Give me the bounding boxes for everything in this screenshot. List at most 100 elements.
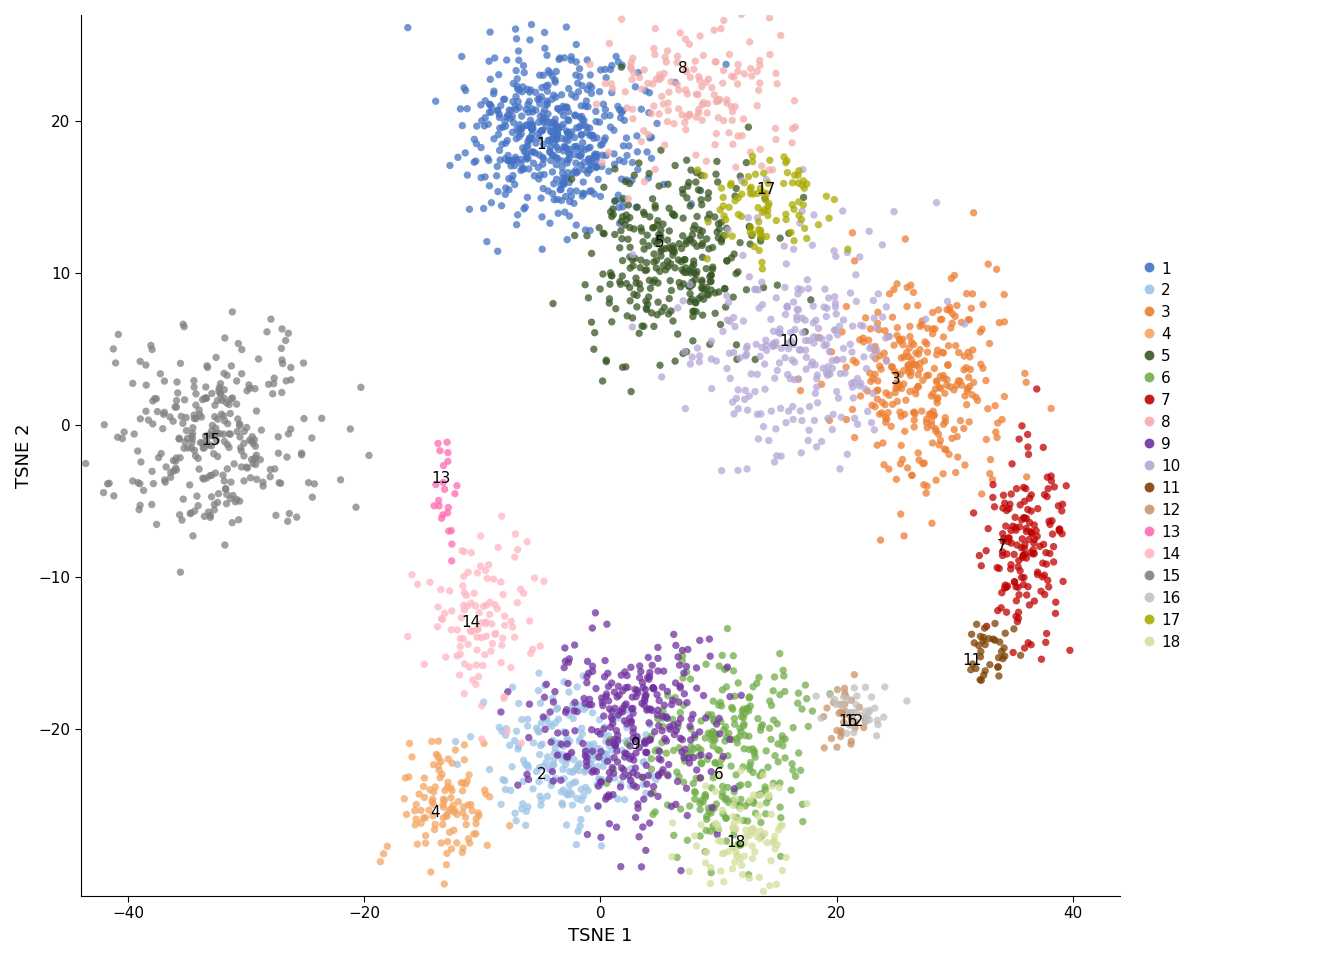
Point <box>843 711 864 727</box>
Point <box>680 69 702 84</box>
Point <box>988 650 1009 665</box>
Point <box>836 299 857 314</box>
Point <box>625 689 646 705</box>
Point <box>827 352 848 368</box>
Point <box>665 797 687 812</box>
Point <box>454 737 476 753</box>
Point <box>648 751 669 766</box>
Point <box>516 102 538 117</box>
Point <box>804 329 825 345</box>
Point <box>716 621 738 636</box>
Point <box>1042 526 1063 541</box>
Point <box>757 207 778 223</box>
Point <box>500 782 521 798</box>
Point <box>1039 516 1060 532</box>
Point <box>441 622 462 637</box>
Point <box>788 207 809 223</box>
Point <box>954 388 976 403</box>
Point <box>751 717 773 732</box>
Point <box>613 154 634 169</box>
Point <box>181 428 203 444</box>
Point <box>609 274 630 289</box>
Point <box>671 241 692 256</box>
Point <box>582 663 603 679</box>
Point <box>567 164 589 180</box>
Point <box>423 822 445 837</box>
Point <box>227 411 249 426</box>
Point <box>534 110 555 126</box>
Point <box>724 319 746 334</box>
Point <box>766 876 788 892</box>
Point <box>629 281 650 297</box>
Point <box>900 351 922 367</box>
Point <box>805 688 827 704</box>
Point <box>775 155 797 170</box>
Point <box>578 783 599 799</box>
Point <box>453 631 474 646</box>
Point <box>696 106 718 121</box>
Point <box>648 743 669 758</box>
Point <box>831 723 852 738</box>
Point <box>184 411 206 426</box>
Point <box>745 167 766 182</box>
Point <box>230 440 251 455</box>
Point <box>569 69 590 84</box>
Point <box>712 749 734 764</box>
Point <box>1012 531 1034 546</box>
Point <box>521 122 543 137</box>
Point <box>1013 577 1035 592</box>
Point <box>603 194 625 209</box>
Point <box>532 156 554 172</box>
Point <box>716 679 738 694</box>
Point <box>543 757 564 773</box>
Point <box>598 145 620 160</box>
Point <box>528 114 550 130</box>
Point <box>452 49 473 64</box>
Point <box>511 163 532 179</box>
Point <box>1000 487 1021 502</box>
Point <box>716 221 738 236</box>
Point <box>642 191 664 206</box>
Point <box>563 139 585 155</box>
Point <box>629 740 650 756</box>
Point <box>528 725 550 740</box>
Point <box>507 595 528 611</box>
Point <box>641 305 663 321</box>
Point <box>732 702 754 717</box>
Point <box>985 424 1007 440</box>
Point <box>805 313 827 328</box>
Point <box>653 663 675 679</box>
Point <box>792 204 813 219</box>
Point <box>1032 556 1054 571</box>
Point <box>636 301 657 317</box>
Point <box>862 386 883 401</box>
Point <box>684 218 706 233</box>
Point <box>788 167 809 182</box>
Point <box>937 372 958 387</box>
Point <box>952 377 973 393</box>
Point <box>871 405 892 420</box>
Point <box>605 738 626 754</box>
Point <box>593 698 614 713</box>
Point <box>992 500 1013 516</box>
Point <box>706 126 727 141</box>
Point <box>650 249 672 264</box>
Point <box>750 180 771 196</box>
Point <box>730 802 751 817</box>
Point <box>505 31 527 46</box>
Point <box>569 61 590 77</box>
Point <box>644 161 665 177</box>
Point <box>735 829 757 845</box>
Point <box>727 63 749 79</box>
Point <box>661 799 683 814</box>
Point <box>547 192 569 207</box>
Point <box>473 599 495 614</box>
Point <box>203 427 224 443</box>
Point <box>835 688 856 704</box>
Point <box>606 734 628 750</box>
Point <box>439 157 461 173</box>
Point <box>535 79 556 94</box>
Point <box>641 106 663 121</box>
Point <box>637 170 659 185</box>
Point <box>743 823 765 838</box>
